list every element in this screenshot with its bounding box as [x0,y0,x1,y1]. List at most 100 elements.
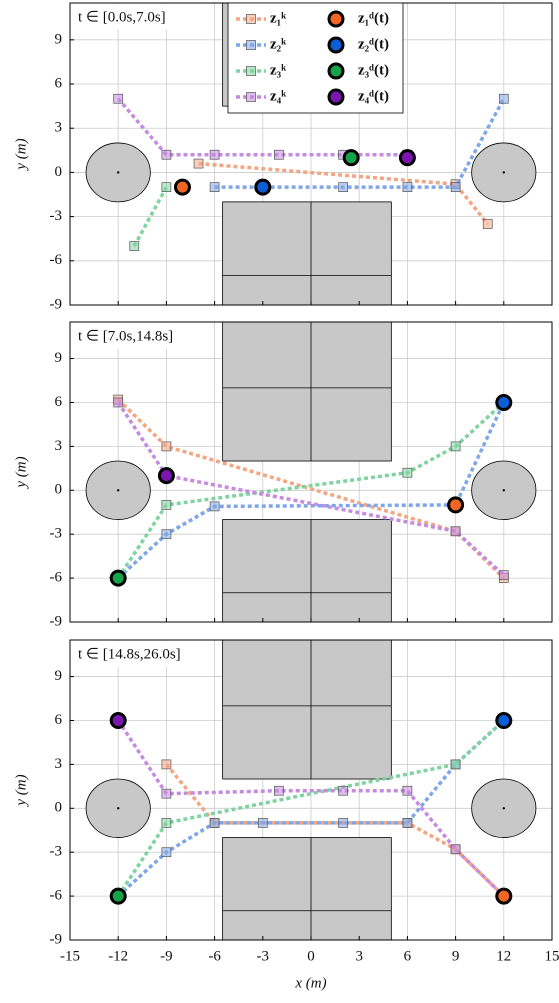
waypoint [162,789,171,798]
center-dot [503,489,505,491]
y-axis-label: y (m) [13,138,29,171]
y-tick-label: -9 [50,931,63,947]
y-axis-label: y (m) [13,774,29,807]
legend-swatch [329,12,343,26]
x-tick-label: 12 [496,948,511,964]
waypoint [451,845,460,854]
waypoint [499,571,508,580]
waypoint [130,242,139,251]
y-tick-label: 3 [55,438,63,454]
x-tick-label: -6 [208,948,221,964]
panel: -15-12-9-6-303691215-9-6-30369t ∈ [14.8s… [13,640,559,991]
goal-point [400,151,414,165]
legend-swatch [329,38,343,52]
x-axis-label: x (m) [294,975,326,991]
waypoint [162,500,171,509]
legend-swatch [247,15,256,24]
x-tick-label: -12 [108,948,128,964]
waypoint [451,183,460,192]
legend-label: z₃ᵈ(t) [358,62,389,78]
legend-label: z₄ᵏ [270,88,286,104]
obstacle [223,520,392,622]
goal-point [111,571,125,585]
goal-point [111,889,125,903]
y-tick-label: -3 [50,526,63,542]
y-axis-label: y (m) [13,456,29,489]
center-dot [117,807,119,809]
waypoint [162,760,171,769]
x-tick-label: -9 [160,948,173,964]
panel: -9 -6 -3 0 3 6 9 t ∈ [0.0s,7.0s] y (m) z₁ᵏ z₂ᵏ z₃ᵏ z… [13,3,552,312]
waypoint [194,159,203,168]
y-tick-label: 3 [55,756,63,772]
waypoint [403,786,412,795]
legend-label: z₂ᵈ(t) [358,36,389,52]
panel-title: t ∈ [0.0s,7.0s] [78,9,166,25]
panel-title: t ∈ [7.0s,14.8s] [78,328,173,344]
legend-swatch [247,93,256,102]
waypoint [162,442,171,451]
goal-point [256,180,270,194]
obstacle [223,202,392,305]
goal-point [449,498,463,512]
waypoint [403,818,412,827]
waypoint [483,219,492,228]
waypoint [114,94,123,103]
waypoint [210,150,219,159]
goal-point [344,151,358,165]
y-tick-label: 0 [55,164,63,180]
y-tick-label: 6 [55,75,63,91]
waypoint [210,818,219,827]
legend-label: z₃ᵏ [270,62,286,78]
legend-label: z₂ᵏ [270,36,286,52]
obstacle [223,640,392,779]
legend-label: z₁ᵏ [270,10,286,26]
waypoint [258,818,267,827]
y-tick-label: -6 [50,570,63,586]
y-tick-label: 0 [55,482,63,498]
waypoint [499,94,508,103]
y-tick-label: -3 [50,844,63,860]
center-dot [503,807,505,809]
center-dot [117,171,119,173]
x-tick-label: 0 [307,948,315,964]
x-tick-label: 6 [404,948,412,964]
waypoint [210,502,219,511]
center-dot [503,171,505,173]
legend-swatch [329,90,343,104]
waypoint [403,468,412,477]
legend-swatch [247,67,256,76]
obstacle [223,322,392,461]
panel-title: t ∈ [14.8s,26.0s] [78,646,181,662]
goal-point [497,713,511,727]
goal-point [111,713,125,727]
y-tick-label: -6 [50,888,63,904]
waypoint [274,150,283,159]
waypoint [210,183,219,192]
legend-label: z₁ᵈ(t) [358,10,389,26]
x-tick-label: -3 [257,948,270,964]
center-dot [117,489,119,491]
x-tick-label: -15 [60,948,80,964]
legend-swatch [329,64,343,78]
panel: -9-6-30369t ∈ [7.0s,14.8s]y (m) [13,322,552,629]
goal-point [497,889,511,903]
y-tick-label: 6 [55,712,63,728]
y-tick-label: 9 [55,668,63,684]
goal-point [175,180,189,194]
y-tick-label: -3 [50,208,63,224]
waypoint [114,398,123,407]
legend-swatch [247,41,256,50]
obstacle [223,838,392,940]
y-tick-label: -9 [50,296,63,312]
waypoint [339,818,348,827]
y-tick-label: -6 [50,252,63,268]
x-tick-label: 3 [355,948,363,964]
y-tick-label: 9 [55,350,63,366]
waypoint [162,848,171,857]
waypoint [451,760,460,769]
y-tick-label: 3 [55,120,63,136]
y-tick-label: 9 [55,31,63,47]
x-tick-label: 9 [452,948,460,964]
waypoint [274,786,283,795]
